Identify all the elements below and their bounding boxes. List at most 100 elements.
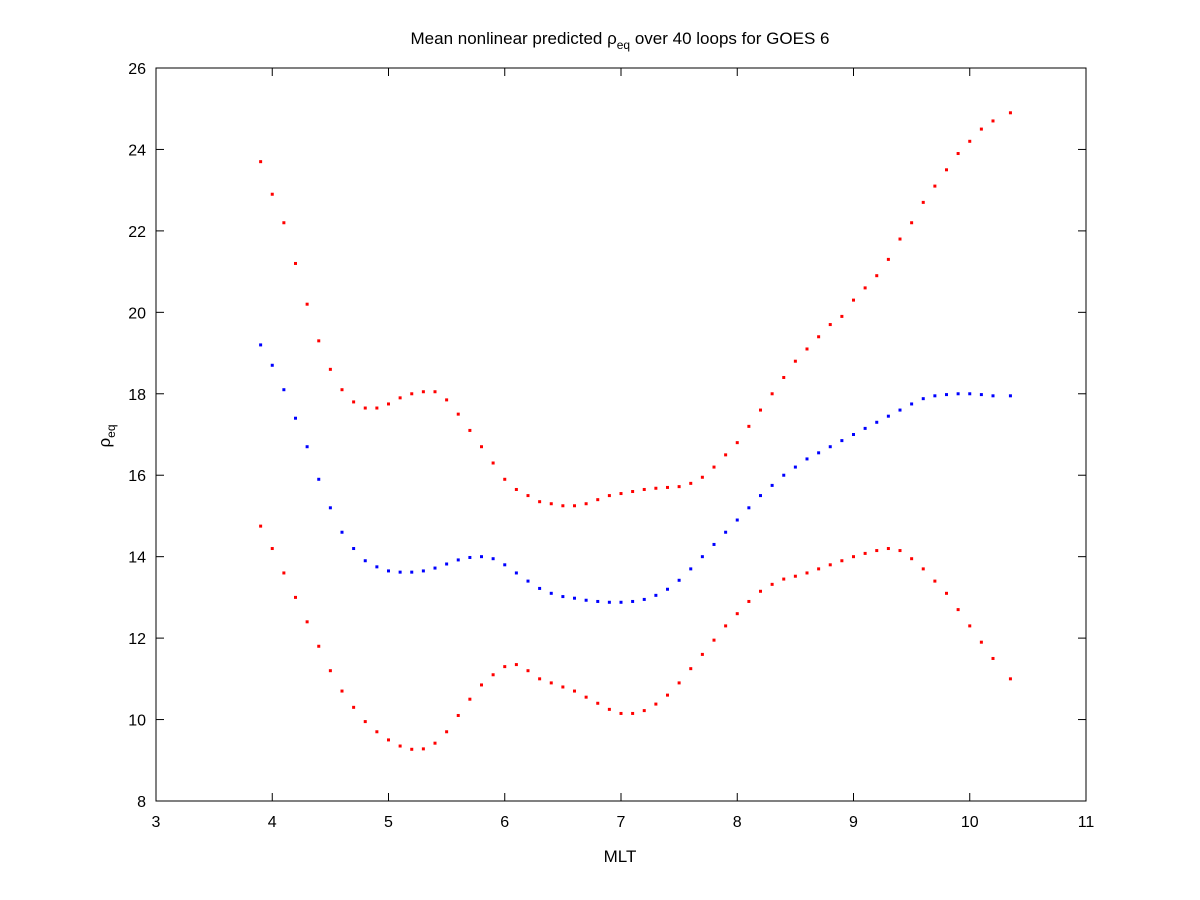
data-point [712, 465, 716, 469]
data-point [642, 487, 646, 491]
data-point [282, 571, 286, 575]
data-point [875, 274, 879, 278]
data-point [700, 652, 704, 656]
y-tick-label: 16 [128, 468, 146, 485]
data-point [503, 563, 507, 567]
data-point [677, 578, 681, 582]
data-point [491, 673, 495, 677]
data-point [886, 414, 890, 418]
data-point [398, 570, 402, 574]
data-point [352, 705, 356, 709]
data-point [363, 559, 367, 563]
chart-title: Mean nonlinear predicted ρeq over 40 loo… [411, 29, 830, 52]
data-point [793, 465, 797, 469]
data-point [619, 600, 623, 604]
data-point [468, 428, 472, 432]
plot-area-frame [155, 67, 1087, 802]
data-point [619, 711, 623, 715]
data-point [328, 506, 332, 510]
y-tick-label: 22 [128, 224, 146, 241]
data-point [747, 424, 751, 428]
data-point [526, 669, 530, 673]
data-point [514, 663, 518, 667]
data-point [735, 441, 739, 445]
data-point [375, 406, 379, 410]
data-point [317, 477, 321, 481]
data-point [933, 579, 937, 583]
data-point [759, 408, 762, 412]
data-point [282, 388, 286, 392]
data-point [759, 494, 762, 498]
data-point [1008, 111, 1012, 115]
data-point [503, 477, 507, 481]
data-point [387, 402, 390, 406]
data-point [666, 587, 669, 591]
data-point [352, 400, 356, 404]
data-point [619, 492, 623, 496]
data-point [538, 586, 542, 590]
x-tick-label: 9 [849, 814, 858, 831]
data-point [956, 152, 960, 156]
data-point [305, 302, 309, 306]
data-point [340, 689, 344, 693]
data-point [631, 599, 635, 603]
data-point [468, 555, 472, 559]
data-point [631, 490, 635, 494]
data-point [398, 396, 402, 400]
data-point [514, 487, 518, 491]
series-0 [259, 111, 1012, 508]
data-point [782, 473, 786, 477]
data-point [491, 461, 495, 465]
x-tick-label: 11 [1078, 814, 1095, 831]
data-point [480, 683, 483, 687]
data-point [259, 343, 263, 347]
data-point [782, 375, 786, 379]
data-point [328, 367, 332, 371]
data-point [898, 237, 902, 241]
data-point [956, 392, 960, 396]
data-point [410, 570, 414, 574]
data-point [782, 577, 786, 581]
data-point [433, 566, 437, 570]
data-point [700, 475, 704, 479]
data-point [421, 747, 425, 751]
data-point [875, 549, 879, 553]
data-point [677, 485, 681, 489]
data-point [968, 392, 972, 396]
data-point [945, 393, 948, 397]
data-point [979, 127, 983, 131]
y-tick-label: 18 [128, 387, 146, 404]
data-point [456, 558, 460, 562]
series-2 [259, 524, 1012, 751]
data-point [573, 504, 576, 508]
data-point [456, 412, 460, 416]
data-point [1008, 394, 1012, 398]
data-point [956, 608, 960, 612]
data-point [538, 677, 542, 681]
data-point [840, 559, 844, 563]
data-point [654, 486, 658, 490]
data-point [933, 184, 937, 188]
data-point [770, 392, 774, 396]
data-point [573, 689, 576, 693]
data-point [747, 599, 751, 603]
data-point [770, 582, 774, 586]
data-point [642, 709, 646, 713]
data-point [700, 555, 704, 559]
data-point [910, 557, 914, 561]
y-tick-label: 12 [128, 631, 146, 648]
data-point [421, 569, 425, 573]
series-1 [259, 343, 1012, 604]
data-point [689, 667, 693, 671]
data-point [875, 420, 879, 424]
data-point [294, 261, 297, 265]
data-series [259, 111, 1012, 751]
data-point [991, 119, 995, 123]
data-point [363, 720, 367, 724]
x-tick-label: 10 [961, 814, 979, 831]
data-point [270, 547, 274, 551]
data-point [561, 595, 565, 599]
data-point [770, 483, 774, 487]
data-point [805, 347, 809, 351]
data-point [433, 390, 437, 394]
